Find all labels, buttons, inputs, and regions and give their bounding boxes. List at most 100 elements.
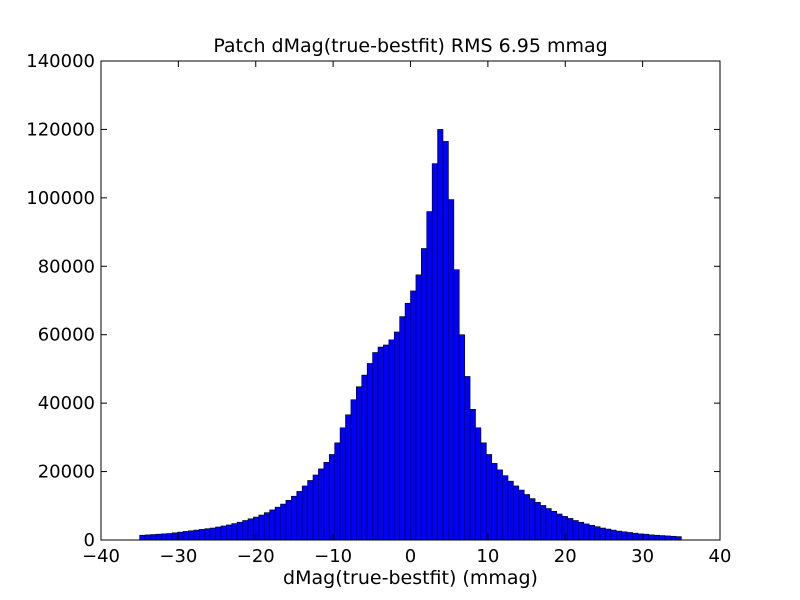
histogram-bar (448, 199, 455, 541)
y-tick-label: 0 (84, 530, 95, 551)
histogram-bar (670, 535, 677, 541)
x-tick-label: 40 (709, 546, 732, 567)
histogram-bar (345, 414, 352, 541)
x-tick-label: −10 (314, 546, 352, 567)
axis-ticks: −40 −30 −20 −10 0 10 20 30 40 0 20000 40000 60000 800… (26, 51, 731, 567)
histogram-bar (442, 141, 449, 541)
histogram-bar (155, 533, 162, 541)
histogram-bar (626, 532, 633, 541)
histogram-bar (372, 352, 379, 541)
histogram-bar (399, 316, 406, 541)
histogram-bar (610, 529, 617, 541)
histogram-bar (263, 512, 270, 541)
x-tick-label: −20 (237, 546, 275, 567)
y-tick-label: 120000 (26, 119, 95, 140)
y-tick-label: 100000 (26, 188, 95, 209)
histogram-bar (605, 528, 612, 541)
histogram-bar (356, 386, 363, 541)
histogram-bar (231, 523, 238, 541)
histogram-bar (274, 506, 281, 541)
histogram-bar (383, 344, 390, 541)
histogram-bar (350, 399, 357, 541)
histogram-bar (410, 290, 417, 541)
x-tick-label: 10 (476, 546, 499, 567)
histogram-bar (182, 531, 189, 541)
histogram-bar (198, 529, 205, 541)
histogram-bar (480, 442, 487, 541)
histogram-bar (421, 248, 428, 541)
histogram-bar (621, 531, 628, 541)
histogram-bar (529, 498, 536, 541)
histogram-bar (161, 533, 168, 541)
histogram-bar (247, 518, 254, 541)
histogram-bar (339, 427, 346, 541)
y-tick-label: 40000 (38, 393, 95, 414)
histogram-bar (458, 334, 465, 541)
histogram-bar (540, 505, 547, 541)
histogram-bar (616, 530, 623, 541)
histogram-bar (578, 521, 585, 541)
histogram-bar (599, 527, 606, 541)
histogram-bar (236, 521, 243, 541)
histogram-bar (572, 520, 579, 541)
histogram-bar (653, 534, 660, 541)
histogram-bar (166, 533, 173, 541)
x-tick-label: 20 (554, 546, 577, 567)
histogram-bar (323, 462, 330, 541)
histogram-bar (388, 339, 395, 541)
histogram-bar (150, 534, 157, 541)
histogram-bar (280, 503, 287, 541)
x-tick-label: −30 (159, 546, 197, 567)
histogram-bar (139, 534, 146, 541)
histogram-bar (675, 536, 682, 541)
histogram-bar (307, 480, 314, 541)
x-tick-label: 30 (631, 546, 654, 567)
histogram-bar (258, 514, 265, 541)
histogram-bar (171, 532, 178, 541)
y-tick-label: 20000 (38, 462, 95, 483)
histogram-bar (204, 528, 211, 541)
histogram-bar (594, 526, 601, 541)
histogram-bar (328, 454, 335, 541)
histogram-bar (491, 463, 498, 541)
x-tick-label: 0 (405, 546, 416, 567)
histogram-bar (643, 533, 650, 541)
histogram-bar (431, 163, 438, 541)
histogram-bar (588, 524, 595, 541)
histogram-bar (502, 475, 509, 541)
histogram-bar (296, 491, 303, 541)
histogram-bar (426, 211, 433, 541)
histogram-bar (291, 495, 298, 541)
histogram-bar (301, 485, 308, 541)
histogram-bar (220, 525, 227, 541)
histogram-bar (393, 331, 400, 541)
histogram-bar (556, 513, 563, 541)
histogram-bar (404, 302, 411, 541)
histogram-bar (377, 346, 384, 541)
histogram-bar (193, 529, 200, 541)
histogram-bar (469, 409, 476, 541)
histogram-bar (567, 518, 574, 541)
histogram-bar (583, 523, 590, 541)
histogram-bar (534, 502, 541, 541)
histogram-bar (415, 274, 422, 541)
histogram-bar (464, 376, 471, 541)
histogram-bar (518, 489, 525, 541)
histogram-bar (513, 485, 520, 541)
histogram-bar (453, 269, 460, 541)
histogram-bar (215, 526, 222, 541)
histogram-bar (269, 509, 276, 541)
histogram-bar (144, 534, 151, 541)
y-tick-label: 60000 (38, 325, 95, 346)
y-tick-label: 80000 (38, 256, 95, 277)
histogram-bar (545, 508, 552, 541)
histogram-bar (507, 480, 514, 541)
histogram-bar (361, 374, 368, 541)
histogram-bar (312, 474, 319, 541)
chart-title: Patch dMag(true-bestfit) RMS 6.95 mmag (213, 35, 607, 57)
histogram-bar (648, 534, 655, 541)
histogram-bar (664, 535, 671, 541)
histogram-bar (475, 427, 482, 541)
histogram-bar (366, 363, 373, 541)
